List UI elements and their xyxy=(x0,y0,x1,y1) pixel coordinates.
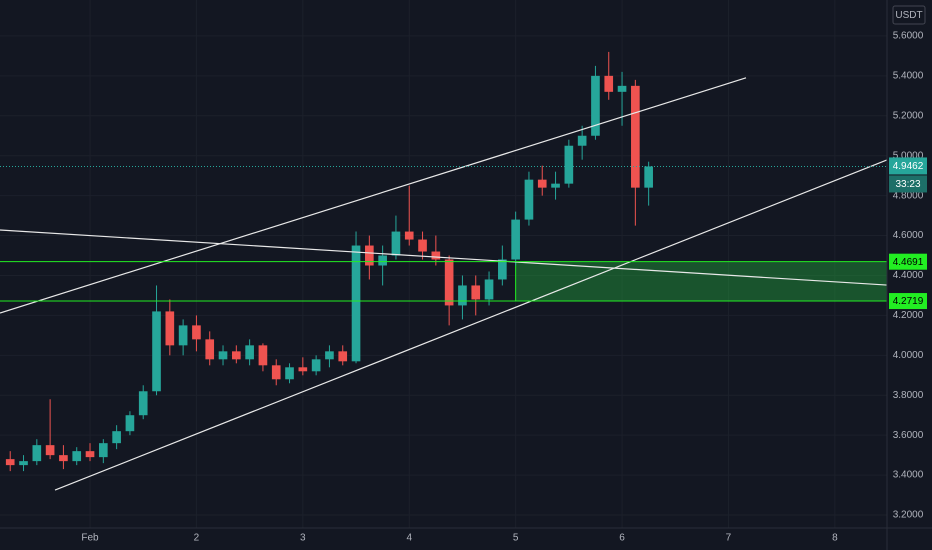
candle-body xyxy=(338,351,348,362)
candle-body xyxy=(98,443,108,458)
candle-body xyxy=(59,455,68,462)
level-label-box xyxy=(889,253,927,270)
candle-body xyxy=(178,325,188,346)
y-tick-label: 4.4000 xyxy=(893,270,924,281)
candle-body xyxy=(365,245,374,266)
countdown-label: 33:23 xyxy=(895,179,920,190)
candle-body xyxy=(5,459,15,466)
candle-body xyxy=(391,231,401,256)
y-tick-label: 3.6000 xyxy=(893,430,924,441)
candle-body xyxy=(511,219,520,260)
x-tick-label: 3 xyxy=(300,533,306,544)
trend-line xyxy=(54,159,888,491)
candle-body xyxy=(32,445,42,462)
candle-body xyxy=(218,351,228,360)
candle-body xyxy=(258,345,268,366)
x-tick-label: 5 xyxy=(513,533,519,544)
candle-body xyxy=(232,351,241,360)
plot xyxy=(0,51,888,491)
candle-body xyxy=(644,166,653,188)
candle-body xyxy=(125,415,135,432)
level-label: 4.4691 xyxy=(893,257,924,268)
candle-body xyxy=(311,359,321,372)
axes: 3.2000 3.4000 3.6000 3.8000 4.0000 4.2000 4.40… xyxy=(81,31,927,544)
candle-body xyxy=(431,251,441,260)
candle-body xyxy=(245,345,254,360)
candle-body xyxy=(112,431,121,444)
candle-body xyxy=(72,451,82,462)
candle-body xyxy=(205,339,215,360)
candle-body xyxy=(285,367,294,380)
candle-body xyxy=(378,255,387,266)
y-tick-label: 5.0000 xyxy=(893,150,924,161)
candle-body xyxy=(498,259,507,280)
last-price-label: 4.9462 xyxy=(893,161,924,172)
y-tick-label: 3.2000 xyxy=(893,510,924,521)
candle-body xyxy=(471,285,481,300)
trend-line xyxy=(0,77,747,314)
candle-body xyxy=(351,245,361,362)
y-tick-label: 4.0000 xyxy=(893,350,924,361)
y-tick-label: 4.6000 xyxy=(893,230,924,241)
candle-body xyxy=(45,445,55,456)
y-tick-label: 4.8000 xyxy=(893,190,924,201)
candle-body xyxy=(551,183,560,188)
candle-body xyxy=(271,365,281,380)
candle-body xyxy=(298,367,308,372)
candle-body xyxy=(617,85,627,92)
candle-body xyxy=(577,135,587,146)
y-tick-label: 4.2000 xyxy=(893,310,924,321)
candle-body xyxy=(591,75,600,136)
last-price-box xyxy=(889,157,927,175)
x-tick-label: 7 xyxy=(726,533,732,544)
y-tick-label: 3.8000 xyxy=(893,390,924,401)
countdown-box xyxy=(889,175,927,193)
currency-label: USDT xyxy=(895,10,922,21)
candle-body xyxy=(19,461,28,466)
y-tick-label: 3.4000 xyxy=(893,470,924,481)
candle-body xyxy=(192,325,201,340)
trend-line xyxy=(0,229,888,286)
candle-body xyxy=(537,179,547,188)
candle-body xyxy=(444,259,454,306)
level-label-box xyxy=(889,293,927,310)
x-tick-label: 4 xyxy=(406,533,412,544)
candle-body xyxy=(631,85,640,188)
candle-body xyxy=(138,391,148,416)
y-tick-label: 5.4000 xyxy=(893,70,924,81)
y-tick-label: 5.6000 xyxy=(893,31,924,42)
level-label: 4.2719 xyxy=(893,296,924,307)
candle-body xyxy=(404,231,414,240)
candle-body xyxy=(604,75,614,92)
candle-body xyxy=(418,239,427,252)
candle-body xyxy=(458,285,467,306)
candle-body xyxy=(165,311,175,346)
y-tick-label: 5.2000 xyxy=(893,110,924,121)
candle-body xyxy=(325,351,334,360)
candle-body xyxy=(564,145,574,184)
currency-box xyxy=(892,5,926,25)
x-tick-label: 8 xyxy=(832,533,838,544)
x-tick-label: 2 xyxy=(194,533,200,544)
x-tick-label: Feb xyxy=(81,533,99,544)
candle-body xyxy=(484,279,494,300)
candle-body xyxy=(85,451,95,458)
x-tick-label: 6 xyxy=(619,533,625,544)
candle-body xyxy=(524,179,534,220)
candle-body xyxy=(152,311,161,392)
grid xyxy=(0,0,887,528)
